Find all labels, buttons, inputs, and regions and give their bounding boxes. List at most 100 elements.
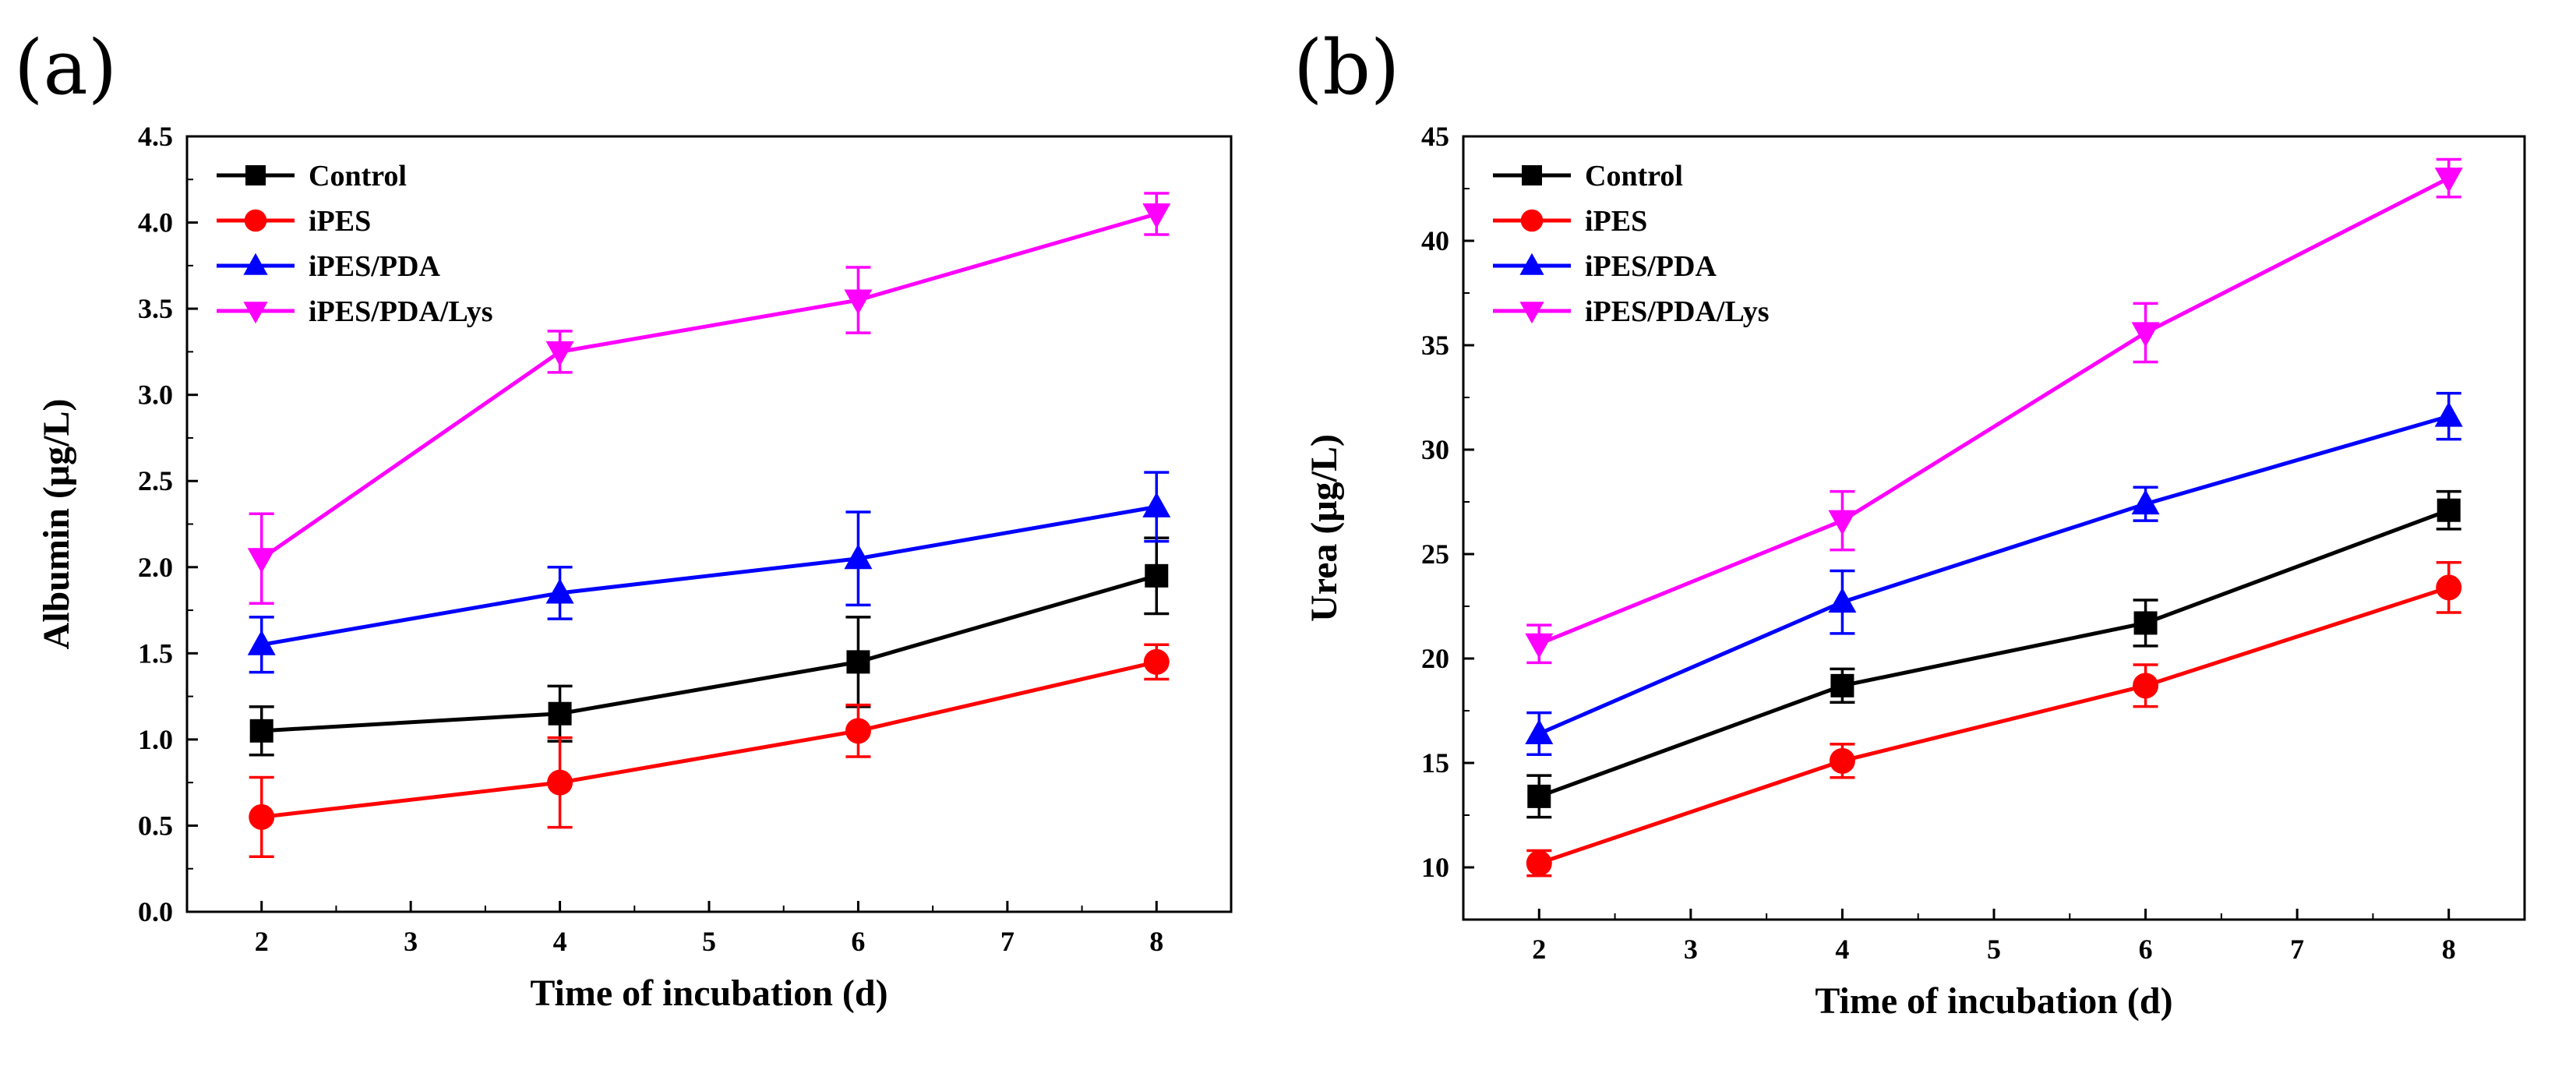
legend-label: iPES/PDA/Lys bbox=[309, 295, 493, 328]
x-tick-label: 6 bbox=[851, 926, 865, 957]
x-tick-label: 5 bbox=[702, 926, 716, 957]
data-point bbox=[1829, 747, 1855, 774]
series-ipes bbox=[1526, 560, 2462, 877]
data-point bbox=[1828, 510, 1857, 535]
data-point bbox=[846, 650, 870, 674]
legend-marker bbox=[244, 209, 267, 232]
legend-label: iPES bbox=[1585, 205, 1647, 238]
data-point bbox=[2434, 401, 2463, 427]
data-point bbox=[1525, 633, 1554, 659]
panel-label: (b) bbox=[1293, 24, 1399, 111]
x-tick-label: 7 bbox=[2290, 934, 2304, 965]
data-point bbox=[2436, 574, 2462, 601]
series-line bbox=[260, 212, 1157, 560]
series-line bbox=[1538, 414, 2450, 736]
chart-panel-a: (a) 2 3 4 5 6 7 8 0.0 0.5 1.0 1.5 2.0 2.5 3.0 3.5 4.0 4.5… bbox=[14, 24, 1233, 1014]
y-tick-label: 25 bbox=[1421, 538, 1449, 570]
data-point bbox=[2437, 498, 2461, 522]
x-tick-label: 8 bbox=[1149, 926, 1163, 957]
panel-label: (a) bbox=[14, 24, 117, 111]
legend-marker bbox=[1519, 302, 1544, 324]
series-line bbox=[261, 659, 1157, 819]
x-tick-label: 7 bbox=[1000, 926, 1015, 957]
series-ipes-pda-lys bbox=[1525, 157, 2463, 665]
y-tick-label: 1.5 bbox=[138, 637, 173, 669]
legend-marker bbox=[243, 252, 268, 275]
data-point bbox=[1143, 648, 1170, 675]
series-control bbox=[249, 536, 1170, 757]
y-axis-label: Urea (μg/L) bbox=[1304, 434, 1345, 622]
series-line bbox=[261, 574, 1157, 733]
legend-marker bbox=[1519, 252, 1544, 275]
x-tick-label: 3 bbox=[1684, 934, 1698, 965]
legend-label: Control bbox=[1585, 160, 1683, 192]
y-tick-label: 0.5 bbox=[138, 810, 173, 841]
data-point bbox=[545, 578, 574, 604]
y-axis-label: Albumin (μg/L) bbox=[36, 399, 77, 650]
data-point bbox=[1145, 563, 1169, 588]
data-point bbox=[1142, 492, 1171, 517]
y-tick-label: 30 bbox=[1421, 434, 1449, 465]
x-tick-label: 8 bbox=[2442, 934, 2456, 965]
y-tick-label: 10 bbox=[1421, 852, 1449, 883]
legend-marker bbox=[1520, 209, 1544, 232]
data-point bbox=[844, 543, 873, 570]
y-tick-label: 4.0 bbox=[138, 207, 173, 238]
data-point bbox=[844, 289, 873, 315]
y-tick-label: 20 bbox=[1421, 643, 1449, 674]
x-axis-label: Time of incubation (d) bbox=[530, 973, 887, 1014]
legend-label: iPES/PDA bbox=[309, 250, 440, 283]
legend-label: iPES/PDA bbox=[1585, 250, 1717, 283]
data-point bbox=[547, 769, 573, 796]
y-tick-label: 2.5 bbox=[138, 465, 173, 496]
y-tick-label: 35 bbox=[1421, 330, 1449, 361]
y-tick-label: 1.0 bbox=[138, 724, 173, 755]
data-point bbox=[1142, 203, 1171, 229]
data-point bbox=[2133, 673, 2159, 699]
y-tick-label: 40 bbox=[1421, 225, 1449, 256]
y-tick-label: 45 bbox=[1421, 121, 1449, 152]
data-point bbox=[247, 548, 276, 574]
data-point bbox=[2133, 611, 2158, 635]
legend-marker bbox=[1522, 165, 1542, 185]
series-ipes bbox=[249, 643, 1170, 858]
data-point bbox=[548, 701, 572, 726]
data-point bbox=[2131, 489, 2160, 515]
legend-label: iPES/PDA/Lys bbox=[1585, 295, 1770, 328]
data-point bbox=[545, 341, 574, 367]
series-ipes-pda bbox=[1525, 391, 2463, 757]
y-tick-label: 15 bbox=[1421, 747, 1449, 779]
y-tick-label: 3.5 bbox=[138, 293, 173, 324]
series-control bbox=[1526, 489, 2461, 819]
x-tick-label: 4 bbox=[1835, 934, 1849, 965]
series-ipes-pda-lys bbox=[247, 192, 1171, 605]
x-tick-label: 2 bbox=[255, 926, 269, 957]
data-point bbox=[845, 718, 871, 744]
series-line bbox=[261, 504, 1157, 647]
data-point bbox=[1527, 784, 1551, 808]
data-point bbox=[247, 630, 276, 655]
data-point bbox=[2434, 168, 2463, 193]
x-tick-label: 5 bbox=[1987, 934, 2001, 965]
series-line bbox=[1538, 585, 2450, 866]
data-point bbox=[1828, 587, 1857, 613]
data-point bbox=[249, 803, 275, 830]
legend-marker bbox=[243, 302, 268, 324]
series-ipes-pda bbox=[247, 471, 1171, 674]
data-point bbox=[2131, 322, 2160, 348]
y-tick-label: 4.5 bbox=[138, 121, 173, 152]
x-tick-label: 3 bbox=[404, 926, 418, 957]
y-tick-label: 0.0 bbox=[138, 896, 173, 927]
legend-marker bbox=[245, 165, 266, 185]
series-line bbox=[1538, 176, 2450, 646]
x-tick-label: 4 bbox=[553, 926, 567, 957]
x-tick-label: 2 bbox=[1532, 934, 1546, 965]
legend-label: iPES bbox=[309, 205, 371, 238]
x-tick-label: 6 bbox=[2139, 934, 2153, 965]
data-point bbox=[1526, 850, 1552, 877]
legend-label: Control bbox=[309, 160, 407, 192]
x-axis-label: Time of incubation (d) bbox=[1815, 980, 2172, 1022]
series-line bbox=[1538, 508, 2450, 799]
